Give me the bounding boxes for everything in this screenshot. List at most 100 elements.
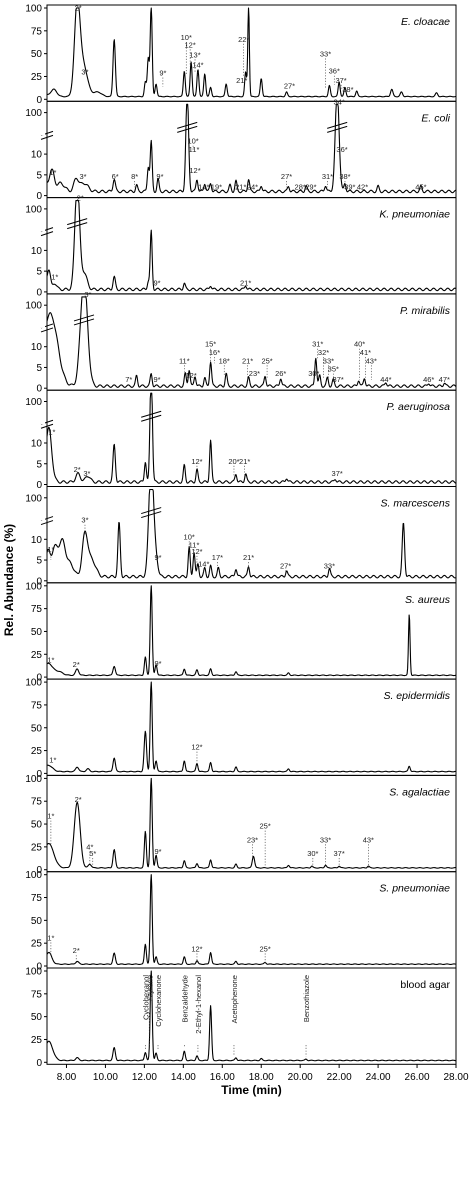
peak-label: 2* — [75, 795, 82, 804]
peak-label: 33* — [320, 835, 331, 844]
peak-label: 47* — [439, 375, 450, 384]
peak-label: 11* — [179, 356, 190, 365]
y-tick-label: 10 — [31, 342, 43, 353]
panel-8: 0 25 50 75 100 1* 2* 4*5* 9* 23*25* 30*33*37* 43* S.… — [25, 774, 457, 876]
peak-label: 14* — [192, 60, 203, 69]
peak-break-mark — [141, 410, 162, 422]
peak-label: 38* — [339, 172, 350, 181]
species-name: S. pneumoniae — [379, 883, 450, 895]
x-tick-label: 14.00 — [171, 1072, 196, 1083]
y-tick-label: 0 — [36, 287, 42, 298]
y-tick-label: 100 — [25, 581, 42, 592]
peak-label: 9* — [156, 172, 163, 181]
peak-label: 7* — [125, 375, 132, 384]
peak-label: 43* — [363, 835, 374, 844]
y-tick-label: 0 — [36, 576, 42, 587]
y-tick-label: 5 — [36, 363, 42, 374]
y-tick-label: 25 — [31, 650, 43, 661]
peak-label: 9* — [154, 659, 161, 668]
x-tick-label: 18.00 — [249, 1072, 274, 1083]
peak-label: 24* — [247, 182, 258, 191]
peak-label: 23* — [247, 835, 258, 844]
panel-7: 0 25 50 75 100 1* 12* S. epidermidis — [25, 678, 457, 780]
chromatogram-trace — [46, 296, 457, 388]
peak-label: 3* — [81, 516, 88, 525]
peak-label: 42* — [357, 182, 368, 191]
y-tick-label: 25 — [31, 72, 43, 83]
y-tick-label: 0 — [36, 95, 42, 106]
x-axis-title: Time (min) — [221, 1083, 281, 1097]
peak-label: 23* — [249, 369, 260, 378]
panel-5: 0 5 10 100 1* 3* 9* 10*11*12* 14*17* 21* 27* 33* S. … — [25, 486, 457, 587]
y-tick-label: 100 — [25, 967, 42, 978]
peak-label: 9* — [154, 847, 161, 856]
peak-label: 9* — [153, 375, 160, 384]
peak-label: 21* — [239, 457, 250, 466]
y-tick-label: 100 — [25, 4, 42, 15]
species-name: P. mirabilis — [400, 305, 451, 317]
species-name: blood agar — [400, 979, 450, 991]
x-tick-label: 20.00 — [288, 1072, 313, 1083]
peak-label: 27* — [281, 172, 292, 181]
peak-label: 11* — [189, 145, 200, 154]
y-tick-label: 100 — [25, 774, 42, 785]
peak-label: 36* — [336, 145, 347, 154]
peak-label: 26* — [275, 369, 286, 378]
peak-label: 21* — [240, 279, 251, 288]
peak-label: 20* — [228, 457, 239, 466]
peak-label: 18* — [219, 356, 230, 365]
y-tick-label: 10 — [31, 246, 43, 257]
x-tick-label: 24.00 — [366, 1072, 391, 1083]
panel-1: 0 5 10 100 1* 3* 6* 8* 9* 10*11* 12* 14* 19* 21* 24* 27… — [25, 97, 457, 202]
axis-break-gap — [41, 228, 45, 232]
panel-0: 0 25 50 75 100 2* 3* 10*12*13*14* 22* 9* 21* 27* 33*… — [25, 4, 457, 106]
axis-break-gap — [41, 132, 45, 136]
peak-label: 34* — [334, 97, 345, 106]
y-tick-label: 0 — [36, 865, 42, 876]
y-tick-label: 50 — [31, 1012, 43, 1023]
peak-label: 25* — [260, 822, 271, 831]
chromatogram-trace — [46, 874, 457, 965]
peak-label: 40* — [354, 340, 365, 349]
peak-label: 33* — [324, 561, 335, 570]
peak-label: 5* — [89, 849, 96, 858]
compound-label: Cyclohexanol — [141, 975, 150, 1020]
y-tick-label: 50 — [31, 916, 43, 927]
y-tick-label: 0 — [36, 384, 42, 395]
peak-break-mark — [177, 121, 198, 133]
peak-label: 30* — [308, 369, 319, 378]
peak-label: 17* — [212, 553, 223, 562]
peak-label: 1* — [48, 428, 55, 437]
peak-label: 10* — [184, 532, 195, 541]
y-tick-label: 50 — [31, 49, 43, 60]
axis-break-gap — [41, 517, 45, 521]
peak-label: 32* — [318, 348, 329, 357]
compound-label: Benzothiazole — [302, 975, 311, 1022]
peak-label: 2* — [75, 4, 82, 13]
peak-label: 31* — [322, 172, 333, 181]
peak-label: 2* — [73, 946, 80, 955]
peak-label: 37* — [333, 375, 344, 384]
peak-label: 15* — [205, 340, 216, 349]
y-tick-label: 75 — [31, 797, 43, 808]
peak-label: 3* — [84, 290, 91, 299]
peak-label: 21* — [236, 76, 247, 85]
panel-frame — [46, 582, 457, 680]
peak-label: 22* — [238, 35, 249, 44]
peak-label: 9* — [153, 279, 160, 288]
y-tick-label: 50 — [31, 627, 43, 638]
peak-label: 12* — [189, 166, 200, 175]
peak-label: 1* — [47, 655, 54, 664]
peak-label: 12* — [191, 457, 202, 466]
peak-label: 21* — [243, 553, 254, 562]
peak-label: 4* — [86, 843, 93, 852]
panel-2: 0 5 10 100 1* 2* 9* 21* K. pneumoniae — [25, 194, 457, 298]
peak-label: 25* — [260, 944, 271, 953]
y-tick-label: 0 — [36, 962, 42, 973]
peak-label: 1* — [47, 933, 54, 942]
peak-label: 31* — [312, 340, 323, 349]
y-tick-label: 50 — [31, 820, 43, 831]
peak-label: 14* — [198, 182, 209, 191]
peak-label: 12* — [191, 743, 202, 752]
